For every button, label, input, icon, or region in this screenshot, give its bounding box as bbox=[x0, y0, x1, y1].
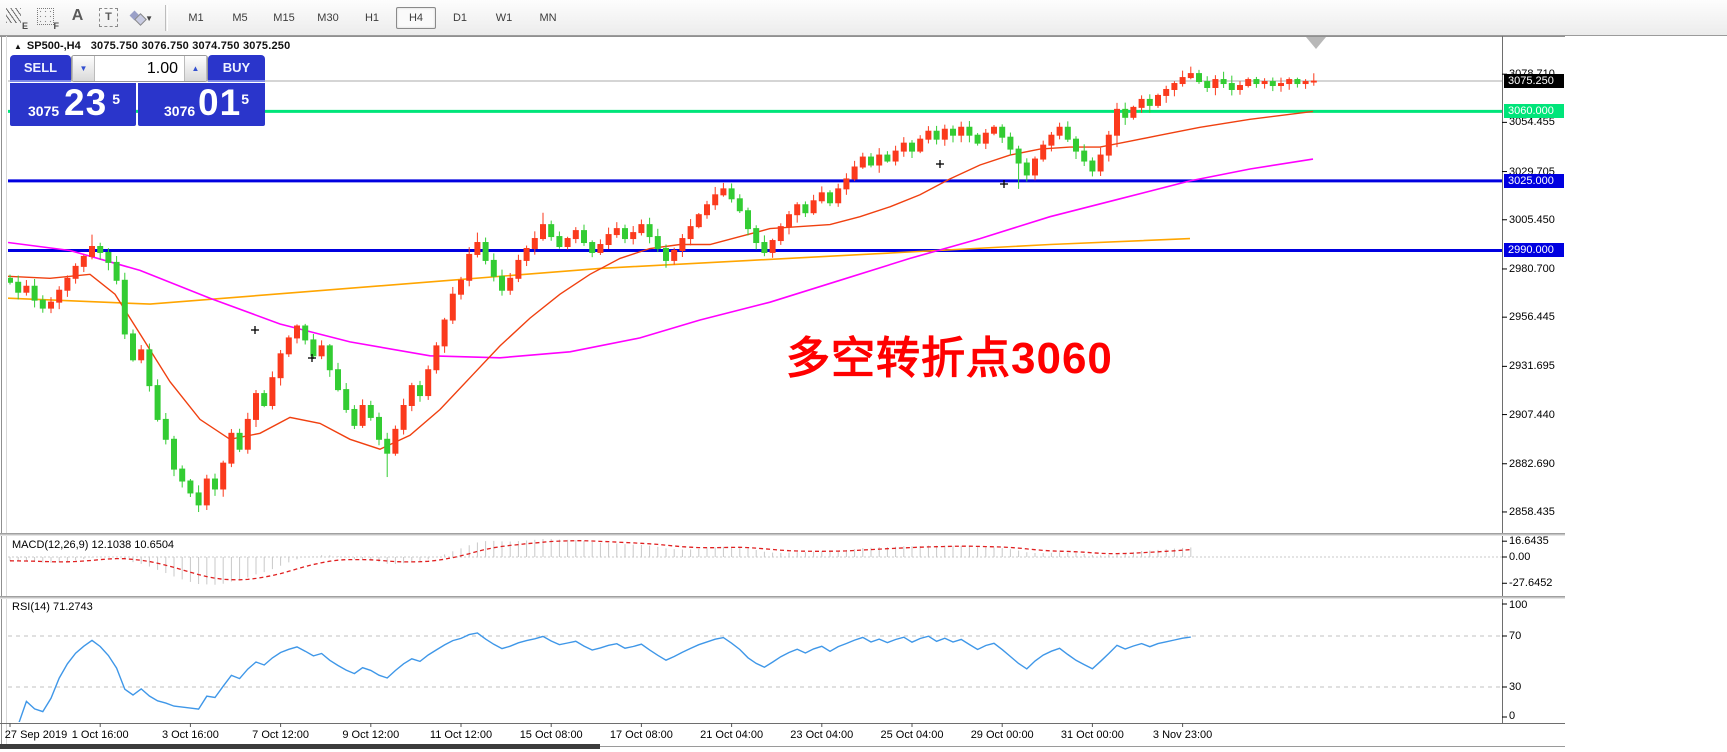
time-axis-label[interactable]: 3 Nov 23:00 bbox=[1152, 729, 1213, 741]
price-axis-tick: 2882.690 bbox=[1509, 458, 1555, 470]
macd-axis-tick: 0.00 bbox=[1509, 551, 1531, 563]
volume-input[interactable] bbox=[95, 56, 184, 81]
rsi-plot-group bbox=[8, 632, 1502, 722]
rsi-axis-tick: 70 bbox=[1509, 630, 1522, 642]
time-axis-label[interactable]: 7 Oct 12:00 bbox=[252, 729, 310, 741]
horizontal-scrollbar-thumb[interactable] bbox=[0, 744, 600, 749]
buy-price-prefix: 3076 bbox=[164, 103, 196, 119]
current-price-label: 3075.250 bbox=[1504, 74, 1564, 88]
price-axis-tick: 2980.700 bbox=[1509, 263, 1555, 275]
symbol-name: SP500-,H4 bbox=[26, 40, 81, 52]
price-axis-tick: 2907.440 bbox=[1509, 409, 1555, 421]
rsi-bottom-border bbox=[0, 723, 1565, 724]
candles-group bbox=[8, 66, 1317, 513]
symbol-up-triangle-icon: ▲ bbox=[14, 42, 22, 51]
text-annotation[interactable]: 多空转折点3060 bbox=[786, 334, 1113, 383]
timeframe-buttons: M1 M5 M15 M30 H1 H4 D1 W1 MN bbox=[174, 6, 570, 29]
chart-styles-icon[interactable]: E bbox=[2, 4, 29, 31]
chart-window-top-border bbox=[0, 36, 1565, 37]
price-axis-tick: 3005.450 bbox=[1509, 214, 1555, 226]
timeframe-button-h4[interactable]: H4 bbox=[396, 6, 436, 29]
time-axis-label[interactable]: 3 Oct 16:00 bbox=[161, 729, 219, 741]
macd-indicator-label: MACD(12,26,9) 12.1038 10.6504 bbox=[12, 539, 175, 551]
volume-decrease-button[interactable]: ▼ bbox=[72, 56, 95, 81]
sell-price-main: 23 bbox=[64, 82, 108, 123]
time-axis-label[interactable]: 17 Oct 08:00 bbox=[609, 729, 673, 741]
text-label-icon[interactable]: A bbox=[71, 7, 84, 24]
sell-price-pip: 5 bbox=[112, 91, 120, 107]
time-axis-label[interactable]: 23 Oct 04:00 bbox=[790, 729, 854, 741]
time-axis-label[interactable]: 11 Oct 12:00 bbox=[429, 729, 493, 741]
ma-red-line bbox=[8, 110, 1314, 450]
timeframe-button-d1[interactable]: D1 bbox=[452, 11, 468, 24]
time-axis-label[interactable]: 21 Oct 04:00 bbox=[700, 729, 764, 741]
price-axis-tick: 2956.445 bbox=[1509, 311, 1555, 323]
timeframe-button-w1[interactable]: W1 bbox=[495, 11, 513, 24]
rsi-indicator-label: RSI(14) 71.2743 bbox=[12, 601, 93, 613]
time-axis-label[interactable]: 31 Oct 00:00 bbox=[1060, 729, 1124, 741]
macd-plot-group bbox=[8, 538, 1502, 585]
timeframe-button-m5[interactable]: M5 bbox=[232, 11, 248, 24]
macd-axis-tick: 16.6435 bbox=[1509, 535, 1549, 547]
horizontal-scrollbar-track[interactable] bbox=[600, 746, 1565, 747]
price-axis-tick: 3054.455 bbox=[1509, 116, 1555, 128]
price-level-label[interactable]: 2990.000 bbox=[1504, 243, 1564, 257]
ohlc-values: 3075.750 3076.750 3074.750 3075.250 bbox=[90, 40, 291, 52]
time-axis-label[interactable]: 15 Oct 08:00 bbox=[519, 729, 583, 741]
axis-ticks-group bbox=[9, 73, 1507, 727]
price-level-label[interactable]: 3025.000 bbox=[1504, 174, 1564, 188]
sell-price-prefix: 3075 bbox=[28, 103, 60, 119]
time-axis-label[interactable]: 9 Oct 12:00 bbox=[342, 729, 400, 741]
time-axis-label[interactable]: 29 Oct 00:00 bbox=[970, 729, 1034, 741]
buy-button[interactable]: BUY bbox=[208, 55, 265, 82]
timeframe-button-m1[interactable]: M1 bbox=[188, 11, 204, 24]
volume-spinner: ▼ ▲ bbox=[71, 55, 208, 82]
main-plot-group bbox=[8, 66, 1502, 513]
timeframe-button-h1[interactable]: H1 bbox=[364, 11, 380, 24]
price-axis-tick: 2931.695 bbox=[1509, 360, 1555, 372]
macd-signal-line bbox=[9, 540, 1191, 581]
sell-button[interactable]: SELL bbox=[10, 55, 71, 82]
rsi-axis-tick: 100 bbox=[1509, 599, 1528, 611]
text-box-icon[interactable]: T bbox=[95, 4, 122, 31]
one-click-trade-panel: SELL ▼ ▲ BUY 3075 23 5 3076 01 5 bbox=[10, 55, 265, 126]
chart-title: ▲ SP500-,H4 3075.750 3076.750 3074.750 307… bbox=[14, 40, 290, 52]
timeframe-button-m15[interactable]: M15 bbox=[273, 11, 295, 24]
timeframe-button-mn[interactable]: MN bbox=[539, 11, 557, 24]
toolbar: E F A T ▼ M1 M5 M15 M30 H1 H4 D1 W1 MN bbox=[0, 0, 1727, 36]
macd-panel-splitter[interactable] bbox=[0, 533, 1565, 536]
time-axis-label[interactable]: 25 Oct 04:00 bbox=[880, 729, 944, 741]
price-axis-tick: 2858.435 bbox=[1509, 506, 1555, 518]
arrow-objects-icon[interactable]: ▼ bbox=[126, 4, 153, 31]
buy-price-pip: 5 bbox=[241, 91, 249, 107]
sell-price-box[interactable]: 3075 23 5 bbox=[10, 82, 136, 126]
buy-price-box[interactable]: 3076 01 5 bbox=[138, 82, 265, 126]
volume-increase-button[interactable]: ▲ bbox=[184, 56, 207, 81]
grid-icon[interactable]: F bbox=[33, 4, 60, 31]
axis-border bbox=[1502, 36, 1503, 723]
plot-left-border bbox=[6, 36, 7, 748]
toolbar-separator bbox=[165, 4, 168, 31]
ma-magenta-line bbox=[8, 158, 1314, 359]
toolbar-icons: E F A T ▼ bbox=[0, 4, 155, 31]
time-axis-label[interactable]: 1 Oct 16:00 bbox=[71, 729, 129, 741]
timeframe-button-m30[interactable]: M30 bbox=[317, 11, 339, 24]
rsi-line bbox=[18, 632, 1191, 722]
scroll-to-end-icon[interactable] bbox=[1306, 37, 1326, 49]
rsi-axis-tick: 0 bbox=[1509, 710, 1516, 722]
macd-axis-tick: -27.6452 bbox=[1509, 577, 1553, 589]
rsi-axis-tick: 30 bbox=[1509, 681, 1522, 693]
price-level-label[interactable]: 3060.000 bbox=[1504, 104, 1564, 118]
rsi-panel-splitter[interactable] bbox=[0, 596, 1565, 599]
buy-price-main: 01 bbox=[198, 82, 242, 123]
time-axis-label[interactable]: 27 Sep 2019 bbox=[4, 729, 68, 741]
window-left-border bbox=[1, 36, 2, 748]
